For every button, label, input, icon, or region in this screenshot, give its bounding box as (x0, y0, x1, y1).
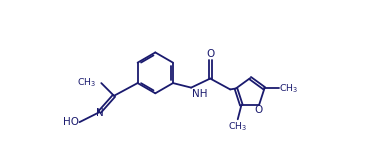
Text: NH: NH (192, 89, 208, 99)
Text: CH$_3$: CH$_3$ (279, 82, 299, 95)
Text: CH$_3$: CH$_3$ (77, 76, 96, 89)
Text: N: N (96, 108, 104, 118)
Text: O: O (206, 49, 214, 59)
Text: O: O (255, 105, 263, 115)
Text: CH$_3$: CH$_3$ (228, 121, 247, 133)
Text: HO: HO (63, 117, 79, 127)
